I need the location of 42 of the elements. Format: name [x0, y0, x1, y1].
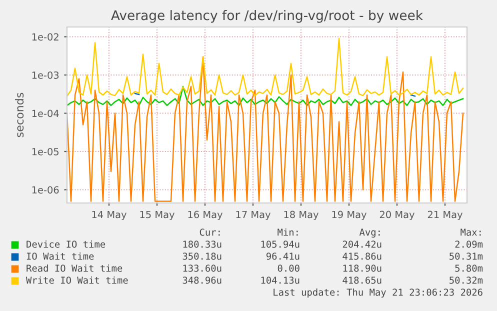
text: 350.18u [182, 252, 222, 260]
text: 133.60u [183, 264, 222, 272]
legend-label: Write IO Wait time [26, 276, 128, 284]
text: 104.13u [261, 276, 300, 284]
text: 204.42u [342, 240, 382, 248]
y-tick-label: 1e-02 [32, 33, 58, 41]
y-tick-label: 1e-03 [32, 71, 59, 79]
x-tick-label: 19 May [332, 210, 366, 220]
legend-label: Device IO time [26, 240, 106, 248]
text: Last update: Thu May 21 23:06:23 2026 [274, 288, 482, 298]
chart-title: Average latency for /dev/ring-vg/root - by week [111, 10, 423, 23]
text: Cur: [200, 228, 220, 236]
text: 50.31m [450, 252, 483, 260]
x-tick-label: 18 May [284, 210, 318, 220]
text: 348.96u [182, 276, 222, 284]
text: Min: [278, 228, 298, 236]
text: 5.80m [455, 264, 483, 272]
x-tick-label: 21 May [428, 210, 462, 220]
text: 2.09m [455, 240, 483, 248]
x-tick-label: 16 May [188, 210, 222, 220]
text: 96.41u [266, 252, 300, 260]
text: Avg: [359, 228, 380, 238]
text: Max: [460, 228, 481, 236]
x-tick-label: 17 May [236, 210, 270, 220]
text: 418.65u [342, 276, 382, 284]
x-tick-label: 20 May [380, 210, 414, 220]
line-series [67, 38, 464, 97]
text: 105.94u [261, 240, 300, 248]
y-tick-label: 1e-06 [32, 186, 59, 194]
x-tick-label: 14 May [92, 210, 126, 220]
text: 0.00 [278, 264, 300, 272]
x-tick-label: 15 May [140, 210, 174, 220]
y-tick-label: 1e-05 [32, 148, 59, 156]
y-axis-title: seconds [15, 92, 24, 138]
legend-label: Read IO Wait time [26, 264, 122, 272]
text: 118.90u [343, 264, 382, 272]
text: 50.32m [450, 276, 483, 284]
line-series [67, 86, 464, 106]
y-tick-label: 1e-04 [32, 110, 59, 118]
legend-label: IO Wait time [26, 252, 94, 260]
text: 415.86u [342, 252, 382, 260]
text: 180.33u [183, 240, 222, 248]
